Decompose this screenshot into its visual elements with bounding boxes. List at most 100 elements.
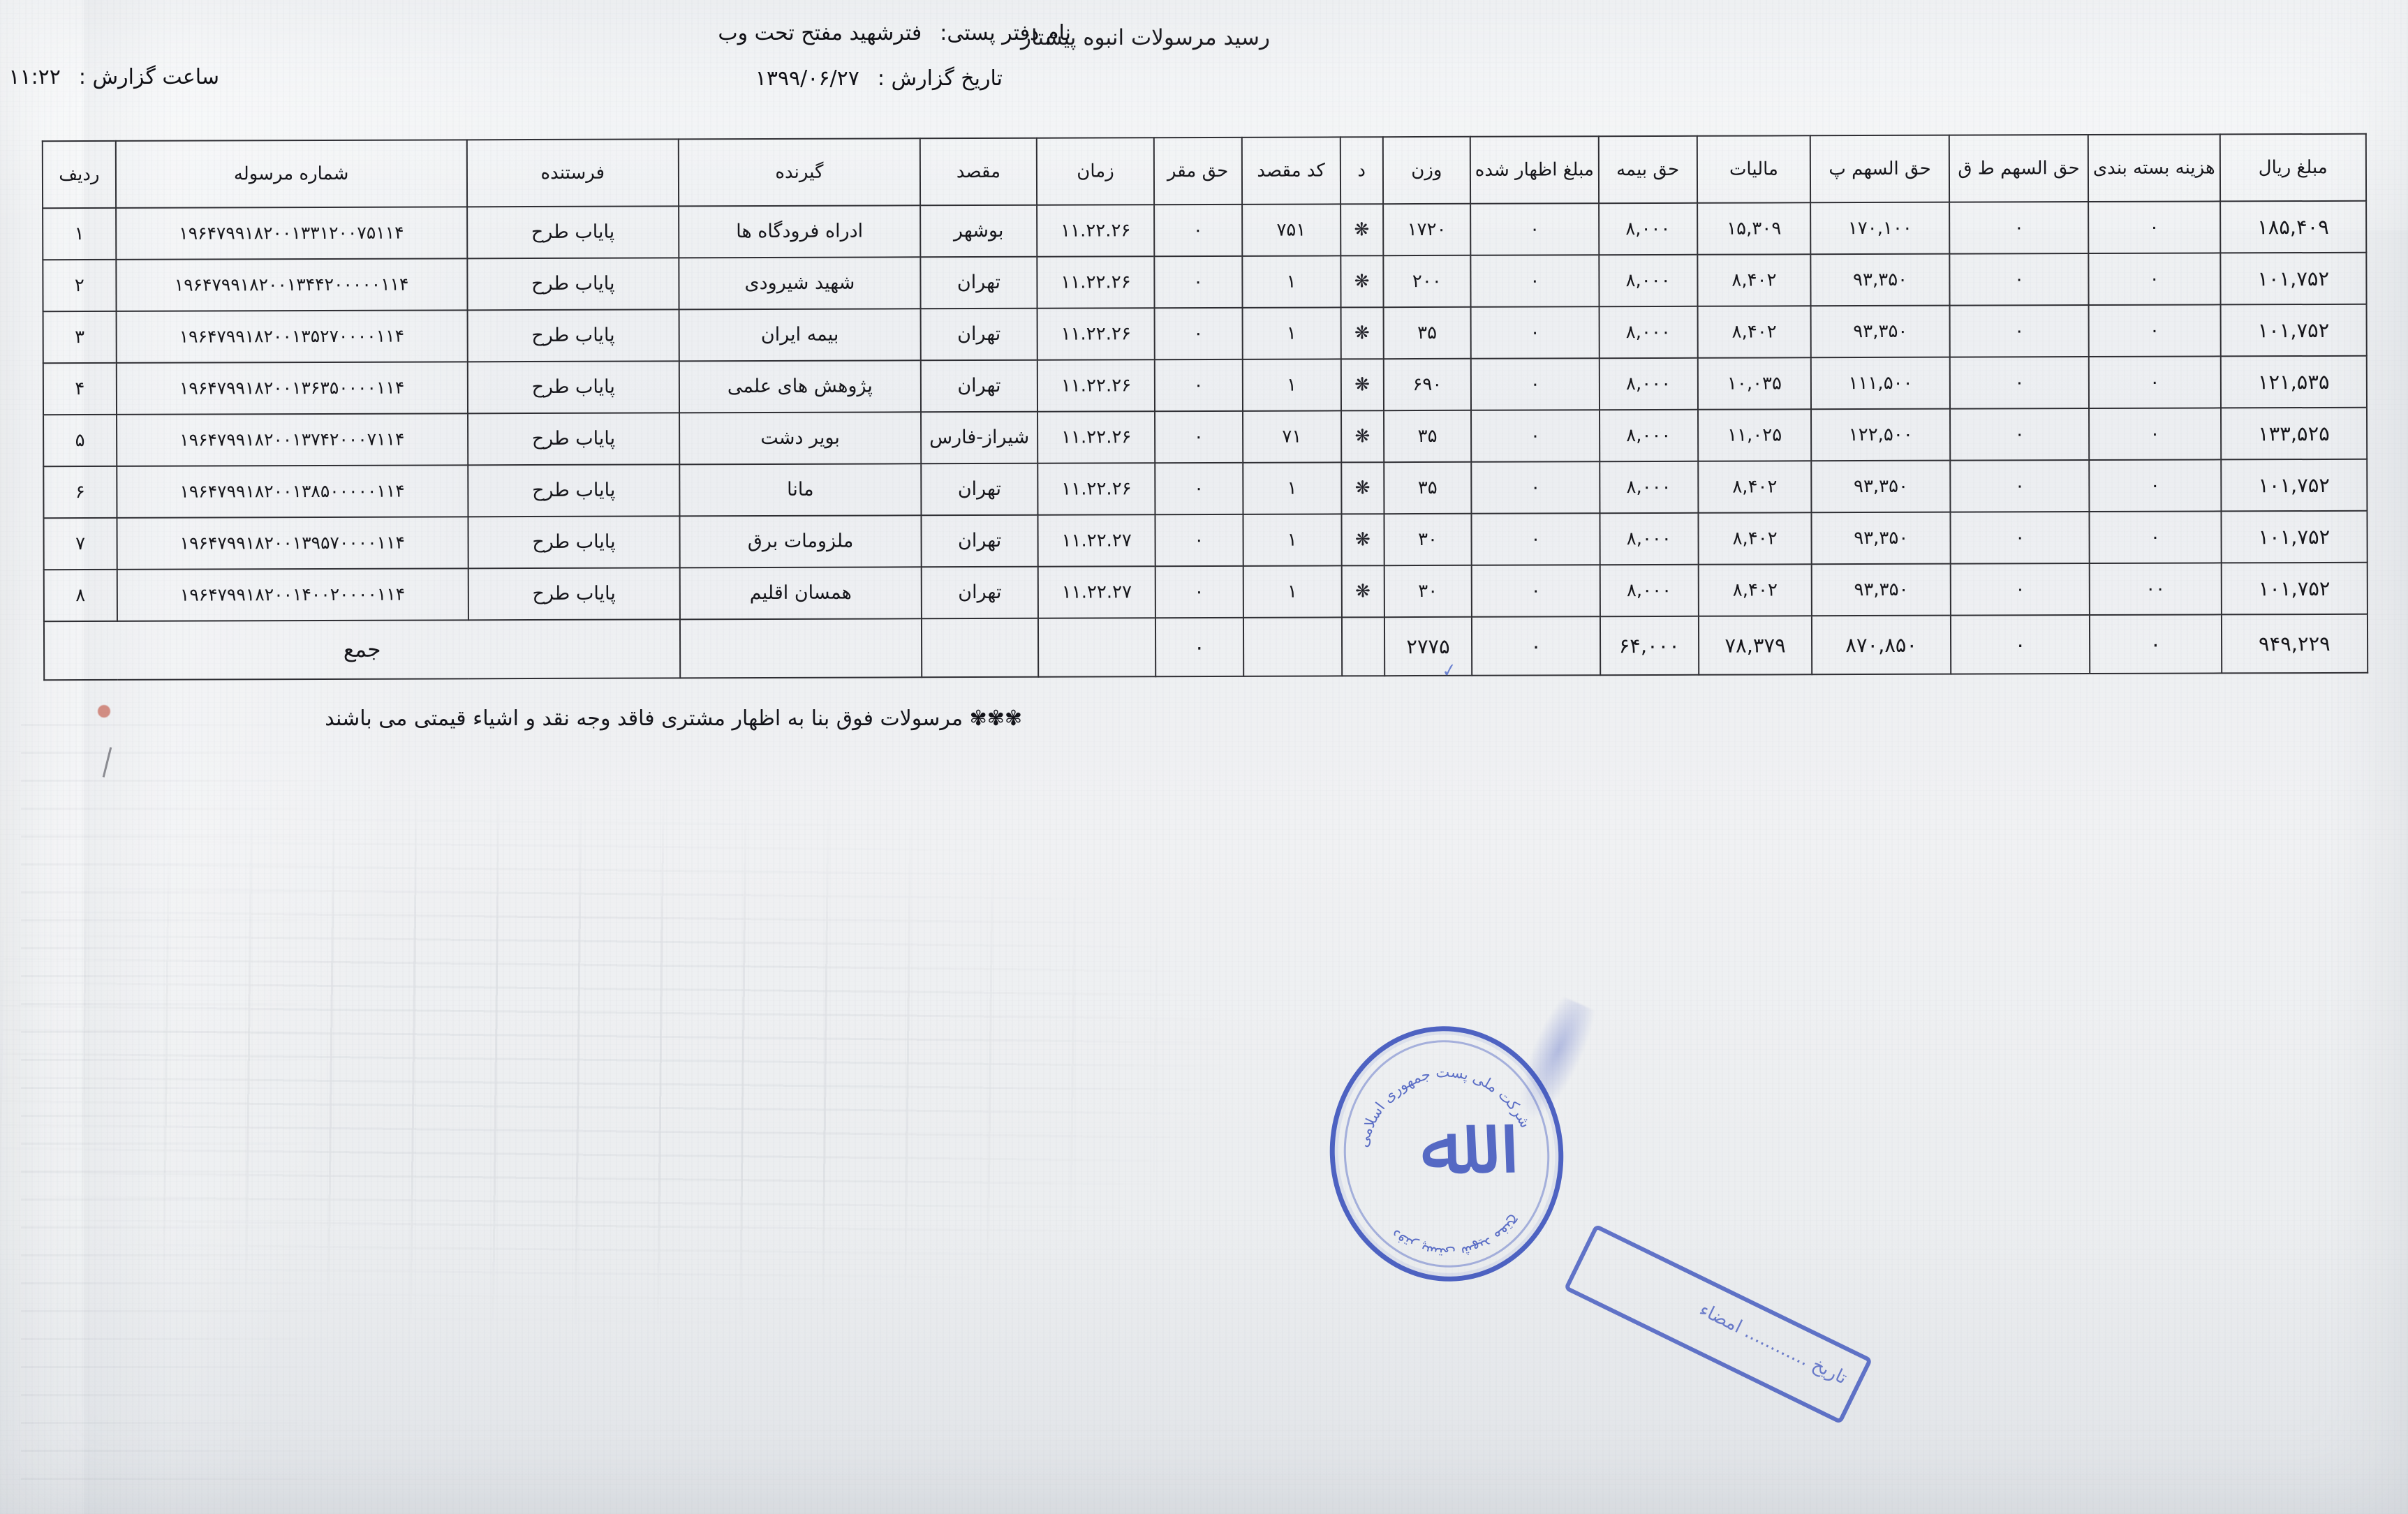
total-cell-weight: ۲۷۷۵: [1384, 616, 1472, 676]
cell-amount: ۱۰۱,۷۵۲: [2219, 252, 2367, 305]
cell-index: ۳: [43, 311, 117, 364]
cell-tax: ۸,۴۰۲: [1697, 306, 1811, 358]
cell-time: ۱۱.۲۲.۲۷: [1037, 514, 1155, 567]
cell-declared: ۰: [1471, 461, 1600, 514]
cell-time: ۱۱.۲۲.۲۶: [1037, 308, 1155, 360]
cell-dest-code: ۱: [1241, 255, 1341, 308]
cell-destination: شیراز-فارس: [920, 411, 1038, 464]
cell-declared: ۰: [1470, 306, 1600, 359]
col-header-d: د: [1340, 137, 1383, 205]
blue-pen-tick: ✓: [1440, 659, 1458, 683]
cell-weight: ۳۵: [1383, 410, 1472, 463]
total-cell-insurance: ۶۴,۰۰۰: [1600, 616, 1699, 676]
cell-tax: ۱۵,۳۰۹: [1697, 202, 1811, 255]
total-cell-tax: ۷۸,۳۷۹: [1698, 616, 1812, 675]
cell-tax: ۸,۴۰۲: [1697, 254, 1811, 306]
cell-tracking: ۱۹۶۴۷۹۹۱۸۲۰۰۱۳۵۲۷۰۰۰۰۱۱۴: [116, 310, 468, 363]
cell-destination: تهران: [920, 256, 1037, 309]
cell-amount: ۱۰۱,۷۵۲: [2221, 562, 2368, 615]
cell-dest-code: ۱: [1242, 307, 1341, 359]
cell-index: ۸: [43, 569, 117, 622]
cell-sender: پایاب طرح: [466, 258, 679, 311]
cell-receiver: ملزومات برق: [679, 515, 922, 568]
cell-tax: ۱۱,۰۲۵: [1697, 409, 1812, 461]
cell-share-tq: ۰: [1949, 305, 2089, 357]
cell-share-p: ۹۳,۳۵۰: [1810, 253, 1950, 306]
cell-destination: تهران: [921, 566, 1039, 619]
cell-destination: تهران: [920, 308, 1038, 361]
cell-index: ۷: [43, 517, 117, 570]
cell-packaging: ۰۰: [2089, 563, 2222, 616]
cell-destination: تهران: [921, 463, 1038, 516]
table-row: ۱۰۱,۷۵۲ ۰ ۰ ۹۳,۳۵۰ ۸,۴۰۲ ۸,۰۰۰ ۰ ۳۰ ❋ ۱ ۰ ۱۱.۲۲.۲۷ ت…: [43, 510, 2368, 570]
cell-declared: ۰: [1471, 410, 1600, 462]
cell-weight: ۳۰: [1384, 513, 1472, 566]
col-header-packaging: هزینه بسته بندی: [2088, 134, 2220, 202]
cell-index: ۴: [43, 362, 117, 415]
cell-d: ❋: [1340, 204, 1383, 256]
total-cell-dest-code: [1243, 617, 1343, 676]
table-row: ۱۰۱,۷۵۲ ۰ ۰ ۹۳,۳۵۰ ۸,۴۰۲ ۸,۰۰۰ ۰ ۲۰۰ ❋ ۱ ۰ ۱۱.۲۲.۲۶…: [43, 252, 2367, 312]
cell-declared: ۰: [1470, 255, 1600, 307]
cell-packaging: ۰: [2089, 511, 2222, 564]
cell-packaging: ۰: [2088, 356, 2221, 409]
cell-declared: ۰: [1470, 203, 1599, 255]
col-header-destination: مقصد: [919, 138, 1037, 206]
cell-d: ❋: [1341, 514, 1384, 566]
post-office-label: نام دفتر پستی:: [940, 21, 1071, 45]
total-cell-time: [1038, 618, 1156, 677]
report-date-label: تاریخ گزارش :: [877, 66, 1003, 91]
cell-insurance: ۸,۰۰۰: [1599, 357, 1698, 410]
stamp-emblem-icon: ﷲ: [1419, 1096, 1470, 1194]
post-office-line: نام دفتر پستی: فترشهید مفتح تحت وب: [718, 21, 1071, 45]
cell-tracking: ۱۹۶۴۷۹۹۱۸۲۰۰۱۴۰۰۲۰۰۰۰۱۱۴: [117, 568, 468, 621]
cell-d: ❋: [1340, 307, 1384, 359]
col-header-amount: مبلغ ریال: [2219, 133, 2367, 202]
col-header-tax: مالیات: [1697, 135, 1811, 203]
cell-index: ۱: [43, 207, 117, 260]
document-title: رسید مرسولات انبوه پیشتاز: [1021, 25, 1270, 50]
cell-tracking: ۱۹۶۴۷۹۹۱۸۲۰۰۱۳۶۳۵۰۰۰۰۱۱۴: [116, 362, 468, 415]
cell-insurance: ۸,۰۰۰: [1598, 202, 1698, 255]
cell-packaging: ۰: [2088, 253, 2221, 306]
cell-d: ❋: [1340, 255, 1384, 308]
col-header-dest-code: کد مقصد: [1241, 137, 1340, 205]
disclaimer-note: ✾✾✾ مرسولات فوق بنا به اظهار مشتری فاقد …: [325, 706, 1022, 731]
cell-destination: تهران: [921, 514, 1039, 567]
cell-sender: پایاب طرح: [467, 516, 680, 569]
cell-share-tq: ۰: [1950, 512, 2090, 564]
cell-time: ۱۱.۲۲.۲۶: [1037, 205, 1155, 257]
cell-tax: ۱۰,۰۳۵: [1697, 357, 1812, 410]
cell-receiver: شهید شیرودی: [679, 257, 921, 310]
cell-weight: ۳۵: [1383, 461, 1472, 514]
cell-receiver: ادراه فرودگاه ها: [679, 205, 921, 258]
col-header-share-p: حق السهم پ: [1810, 135, 1950, 203]
table-total-row: ۹۴۹,۲۲۹ ۰ ۰ ۸۷۰,۸۵۰ ۷۸,۳۷۹ ۶۴,۰۰۰ ۰ ۲۷۷۵ ۰ جمع: [43, 614, 2368, 681]
table-row: ۱۸۵,۴۰۹ ۰ ۰ ۱۷۰,۱۰۰ ۱۵,۳۰۹ ۸,۰۰۰ ۰ ۱۷۲۰ ❋ ۷۵۱ ۰ ۱۱.…: [43, 200, 2367, 260]
cell-hq-fee: ۰: [1154, 307, 1243, 360]
cell-tax: ۸,۴۰۲: [1698, 564, 1812, 616]
shipments-table: مبلغ ریال هزینه بسته بندی حق السهم ط ق ح…: [42, 133, 2368, 681]
total-cell-share-tq: ۰: [1951, 615, 2090, 674]
cell-sender: پایاب طرح: [468, 567, 681, 621]
cell-destination: بوشهر: [919, 205, 1037, 258]
col-header-sender: فرستنده: [466, 139, 679, 207]
round-stamp-bottom-label: دفتر پستی شهید مفتح: [1386, 1211, 1528, 1270]
cell-share-tq: ۰: [1950, 408, 2090, 461]
total-cell-receiver: [680, 618, 922, 678]
cell-d: ❋: [1340, 359, 1384, 411]
cell-hq-fee: ۰: [1154, 359, 1243, 412]
cell-receiver: بیمه ایران: [679, 309, 921, 362]
total-cell-declared: ۰: [1472, 616, 1600, 676]
cell-time: ۱۱.۲۲.۲۶: [1037, 463, 1155, 515]
cell-packaging: ۰: [2089, 408, 2221, 461]
cell-dest-code: ۷۵۱: [1241, 204, 1341, 256]
cell-declared: ۰: [1471, 565, 1600, 617]
cell-sender: پایاب طرح: [467, 413, 680, 466]
col-header-insurance: حق بیمه: [1598, 135, 1697, 204]
cell-receiver: بویر دشت: [679, 412, 922, 465]
cell-weight: ۲۰۰: [1382, 255, 1471, 308]
cell-sender: پایاب طرح: [466, 206, 679, 259]
official-round-stamp: شرکت ملی پست جمهوری اسلامی دفتر پستی شهی…: [1315, 1013, 1579, 1295]
cell-tracking: ۱۹۶۴۷۹۹۱۸۲۰۰۱۳۳۱۲۰۰۷۵۱۱۴: [115, 207, 467, 260]
